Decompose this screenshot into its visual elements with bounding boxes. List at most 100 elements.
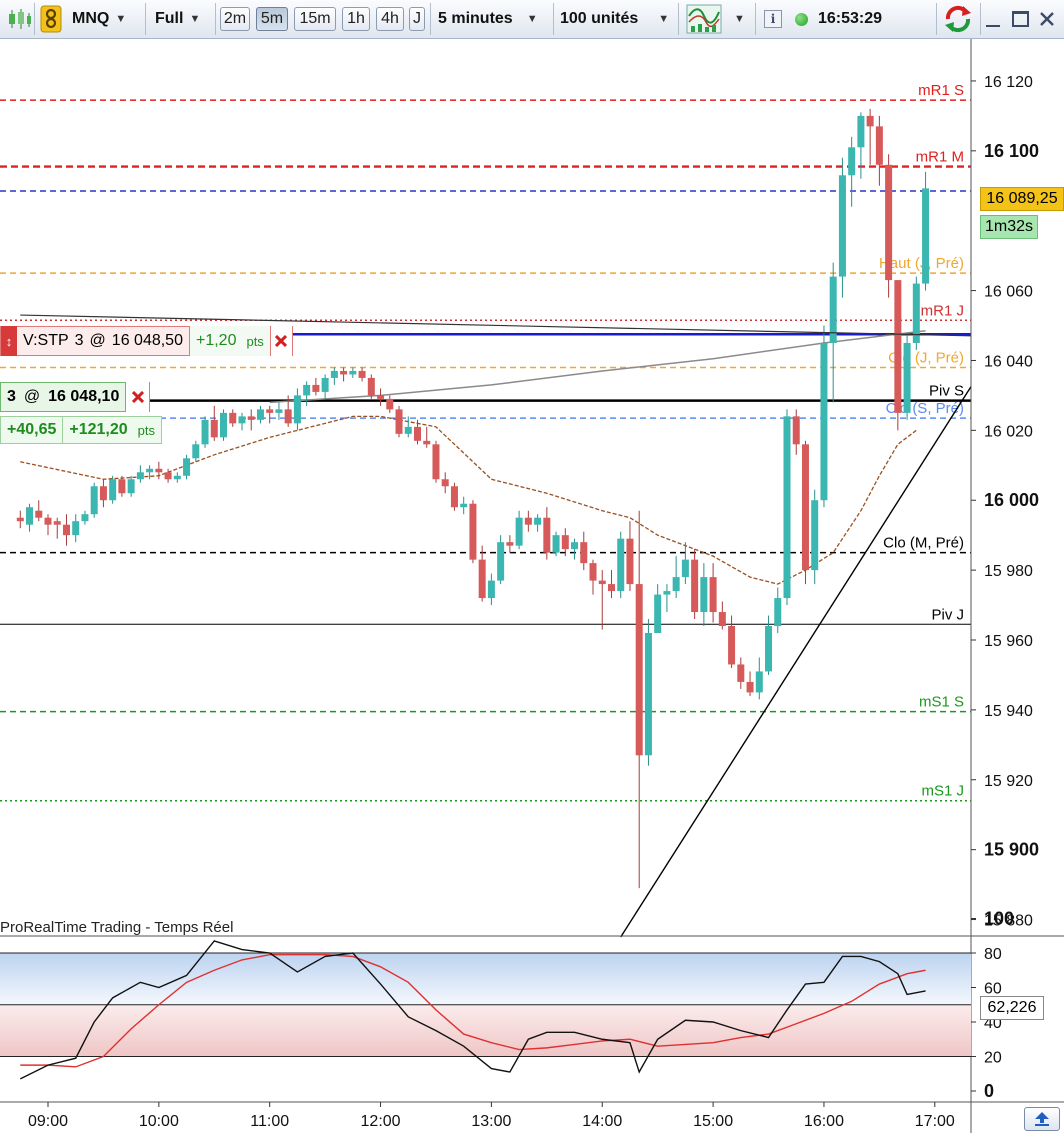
candle [497,535,505,585]
candle-body [44,517,52,525]
candle [404,416,412,438]
timeframe-2m-button[interactable]: 2m [220,7,250,31]
candle-body [755,671,763,693]
refresh-icon[interactable] [942,4,974,34]
scroll-up-button[interactable] [1024,1107,1060,1131]
oversold-zone [0,1004,971,1057]
timeframe-15m-button[interactable]: 15m [294,7,336,31]
candle-body [820,342,828,501]
candle [460,496,468,515]
candle [118,475,126,497]
timeframe-5m-button[interactable]: 5m [256,7,288,31]
candle [644,619,652,766]
chevron-down-icon: ▼ [734,13,745,25]
candle-body [238,416,246,424]
candle [635,510,643,889]
range-selector[interactable]: Full ▼ [155,4,200,34]
interval-selector[interactable]: 5 minutes ▼ [438,4,538,34]
candle-body [432,444,440,480]
candle-body [72,521,80,536]
drag-handle-icon[interactable]: ↕ [1,326,17,356]
candle [26,503,34,532]
candle-body [340,370,348,375]
candle-body [229,412,237,424]
candle-body [201,419,209,445]
candle-body [829,276,837,343]
interval-label: 5 minutes [438,10,513,27]
time-tick-label: 12:00 [361,1113,401,1130]
candle-body [349,370,357,375]
close-icon [131,391,144,403]
candle-body [811,500,819,571]
candle-body [792,416,800,445]
minimize-icon[interactable] [986,4,1006,34]
timeframe-4h-button[interactable]: 4h [376,7,404,31]
instrument-selector[interactable]: MNQ ▼ [72,4,126,34]
candle [72,514,80,543]
close-position-button[interactable] [125,382,150,412]
level-label: mS1 S [919,694,964,711]
candle-body [644,633,652,756]
time-tick-label: 10:00 [139,1113,179,1130]
candle-body [783,416,791,599]
candle [718,601,726,630]
candle-body [838,175,846,277]
candle [746,671,754,696]
timeframe-day-button[interactable]: J [409,7,425,31]
cancel-order-button[interactable] [269,326,292,356]
stop-order-unit: pts [246,333,264,349]
close-icon[interactable] [1038,4,1058,34]
candle [90,482,98,518]
link-icon[interactable] [40,4,62,34]
candle [164,468,172,483]
price-tick-label: 16 040 [984,353,1033,370]
candle [284,395,292,427]
candle [44,514,52,536]
price-tick-label: 15 960 [984,633,1033,650]
indicator-icon[interactable] [686,4,722,34]
level-label: mR1 M [916,149,964,166]
candle-body [487,580,495,599]
candle-body [497,542,505,581]
timeframe-1h-button[interactable]: 1h [342,7,370,31]
candle-body [284,409,292,424]
candle [395,405,403,438]
candle-body [635,584,643,756]
time-tick-label: 17:00 [915,1113,955,1130]
candle-body [728,626,736,665]
candle-body [136,472,144,480]
candle-body [330,370,338,378]
stoch-tick-label: 60 [984,981,1002,998]
stop-order-box[interactable]: ↕ V:STP 3 @ 16 048,50 +1,20 pts [0,326,293,356]
candle [755,657,763,700]
position-box[interactable]: 3 @ 16 048,10 [0,382,151,412]
time-tick-label: 09:00 [28,1113,68,1130]
candlestick-icon[interactable] [6,4,32,34]
candle-body [118,479,126,494]
info-icon[interactable]: i [764,4,782,34]
candle [801,440,809,585]
candle [127,475,135,497]
indicator-menu-button[interactable]: ▼ [734,4,745,34]
candle [561,528,569,557]
candle-body [571,542,579,550]
maximize-icon[interactable] [1012,4,1032,34]
candle-body [709,577,717,613]
candle-body [210,419,218,438]
time-tick-label: 15:00 [693,1113,733,1130]
candle-body [912,283,920,343]
units-selector[interactable]: 100 unités ▼ [560,4,669,34]
candle-body [774,598,782,627]
chevron-down-icon: ▼ [526,13,538,25]
candle-body [321,377,329,392]
candle [16,510,24,529]
candle [783,409,791,606]
candle-body [460,503,468,508]
candle [912,276,920,350]
candle [765,615,773,675]
level-label: mR1 J [921,302,964,319]
units-label: 100 unités [560,10,639,27]
candle [173,472,181,483]
